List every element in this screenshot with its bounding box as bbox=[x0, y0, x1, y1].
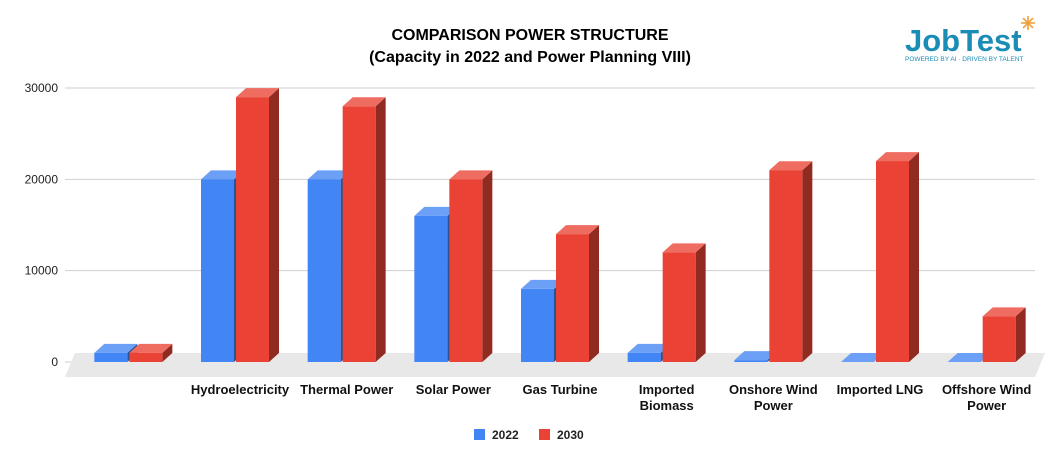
logo-wordmark: JobTest bbox=[905, 23, 1022, 58]
category-label: Hydroelectricity bbox=[191, 382, 290, 397]
bar-2022-8 bbox=[947, 353, 991, 362]
legend-swatch bbox=[539, 429, 550, 440]
y-tick-label: 0 bbox=[51, 355, 58, 369]
logo-job-text: Job bbox=[905, 23, 960, 58]
legend-label: 2030 bbox=[557, 428, 584, 442]
bar-2030-0 bbox=[129, 343, 173, 362]
bar-2030-6 bbox=[769, 161, 813, 362]
legend-item-2022: 2022 bbox=[474, 428, 519, 442]
category-label: Offshore Wind Power bbox=[942, 382, 1031, 413]
logo-test-text: Test bbox=[960, 23, 1021, 58]
category-label: Solar Power bbox=[416, 382, 491, 397]
y-tick-label: 20000 bbox=[25, 172, 59, 186]
chart-title-line: COMPARISON POWER STRUCTURE bbox=[391, 27, 668, 44]
y-tick-label: 10000 bbox=[25, 264, 59, 278]
jobtest-logo: JobTest POWERED BY AI · DRIVEN BY TALENT bbox=[905, 16, 1035, 63]
bar-2030-3 bbox=[449, 170, 493, 362]
category-label: Onshore Wind Power bbox=[729, 382, 818, 413]
legend-label: 2022 bbox=[492, 428, 519, 442]
bar-2030-4 bbox=[556, 225, 599, 362]
y-tick-label: 30000 bbox=[25, 81, 59, 95]
category-label: Thermal Power bbox=[300, 382, 393, 397]
y-axis-ticks: 0 10000 20000 30000 bbox=[25, 81, 59, 369]
chart-title: COMPARISON POWER STRUCTURE (Capacity in … bbox=[369, 27, 691, 66]
bar-2030-2 bbox=[342, 97, 386, 363]
bar-2022-7 bbox=[841, 353, 884, 362]
bar-2030-5 bbox=[662, 243, 706, 362]
bar-2030-1 bbox=[236, 88, 279, 362]
legend-item-2030: 2030 bbox=[539, 428, 584, 442]
logo-tagline: POWERED BY AI · DRIVEN BY TALENT bbox=[905, 56, 1023, 63]
starburst-icon bbox=[1021, 16, 1035, 30]
category-label: Gas Turbine bbox=[523, 382, 598, 397]
legend-swatch bbox=[474, 429, 485, 440]
bar-2030-8 bbox=[982, 307, 1026, 362]
category-labels: Hydroelectricity Thermal Power Solar Power… bbox=[191, 382, 1032, 413]
bar-2030-7 bbox=[876, 152, 919, 362]
chart-subtitle: (Capacity in 2022 and Power Planning VII… bbox=[369, 49, 691, 66]
category-label: Imported LNG bbox=[837, 382, 924, 397]
legend: 2022 2030 bbox=[474, 428, 584, 442]
category-label: Imported Biomass bbox=[639, 382, 695, 413]
bars bbox=[94, 88, 1026, 363]
